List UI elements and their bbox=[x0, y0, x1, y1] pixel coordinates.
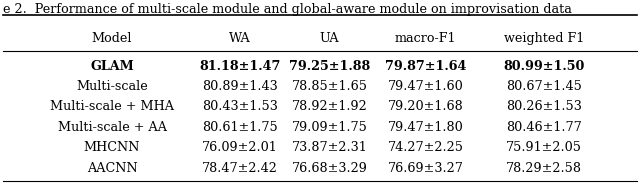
Text: GLAM: GLAM bbox=[90, 60, 134, 73]
Text: 80.26±1.53: 80.26±1.53 bbox=[506, 100, 582, 113]
Text: Multi-scale + MHA: Multi-scale + MHA bbox=[50, 100, 174, 113]
Text: 74.27±2.25: 74.27±2.25 bbox=[388, 141, 463, 154]
Text: 78.92±1.92: 78.92±1.92 bbox=[292, 100, 367, 113]
Text: Model: Model bbox=[92, 32, 132, 45]
Text: Multi-scale: Multi-scale bbox=[76, 80, 148, 93]
Text: 78.29±2.58: 78.29±2.58 bbox=[506, 162, 582, 175]
Text: 79.09±1.75: 79.09±1.75 bbox=[292, 121, 367, 134]
Text: 78.85±1.65: 78.85±1.65 bbox=[292, 80, 367, 93]
Text: 80.46±1.77: 80.46±1.77 bbox=[506, 121, 582, 134]
Text: UA: UA bbox=[320, 32, 339, 45]
Text: 79.87±1.64: 79.87±1.64 bbox=[385, 60, 467, 73]
Text: AACNN: AACNN bbox=[86, 162, 138, 175]
Text: 80.99±1.50: 80.99±1.50 bbox=[503, 60, 585, 73]
Text: 79.20±1.68: 79.20±1.68 bbox=[388, 100, 463, 113]
Text: WA: WA bbox=[229, 32, 251, 45]
Text: e 2.  Performance of multi-scale module and global-aware module on improvisation: e 2. Performance of multi-scale module a… bbox=[3, 3, 572, 16]
Text: 73.87±2.31: 73.87±2.31 bbox=[292, 141, 367, 154]
Text: 80.89±1.43: 80.89±1.43 bbox=[202, 80, 278, 93]
Text: 76.09±2.01: 76.09±2.01 bbox=[202, 141, 278, 154]
Text: 80.43±1.53: 80.43±1.53 bbox=[202, 100, 278, 113]
Text: MHCNN: MHCNN bbox=[84, 141, 140, 154]
Text: 80.67±1.45: 80.67±1.45 bbox=[506, 80, 582, 93]
Text: 79.25±1.88: 79.25±1.88 bbox=[289, 60, 370, 73]
Text: 79.47±1.60: 79.47±1.60 bbox=[388, 80, 463, 93]
Text: weighted F1: weighted F1 bbox=[504, 32, 584, 45]
Text: 78.47±2.42: 78.47±2.42 bbox=[202, 162, 278, 175]
Text: Multi-scale + AA: Multi-scale + AA bbox=[58, 121, 166, 134]
Text: macro-F1: macro-F1 bbox=[395, 32, 456, 45]
Text: 79.47±1.80: 79.47±1.80 bbox=[388, 121, 463, 134]
Text: 75.91±2.05: 75.91±2.05 bbox=[506, 141, 582, 154]
Text: 76.69±3.27: 76.69±3.27 bbox=[388, 162, 463, 175]
Text: 81.18±1.47: 81.18±1.47 bbox=[199, 60, 281, 73]
Text: 76.68±3.29: 76.68±3.29 bbox=[292, 162, 367, 175]
Text: 80.61±1.75: 80.61±1.75 bbox=[202, 121, 278, 134]
